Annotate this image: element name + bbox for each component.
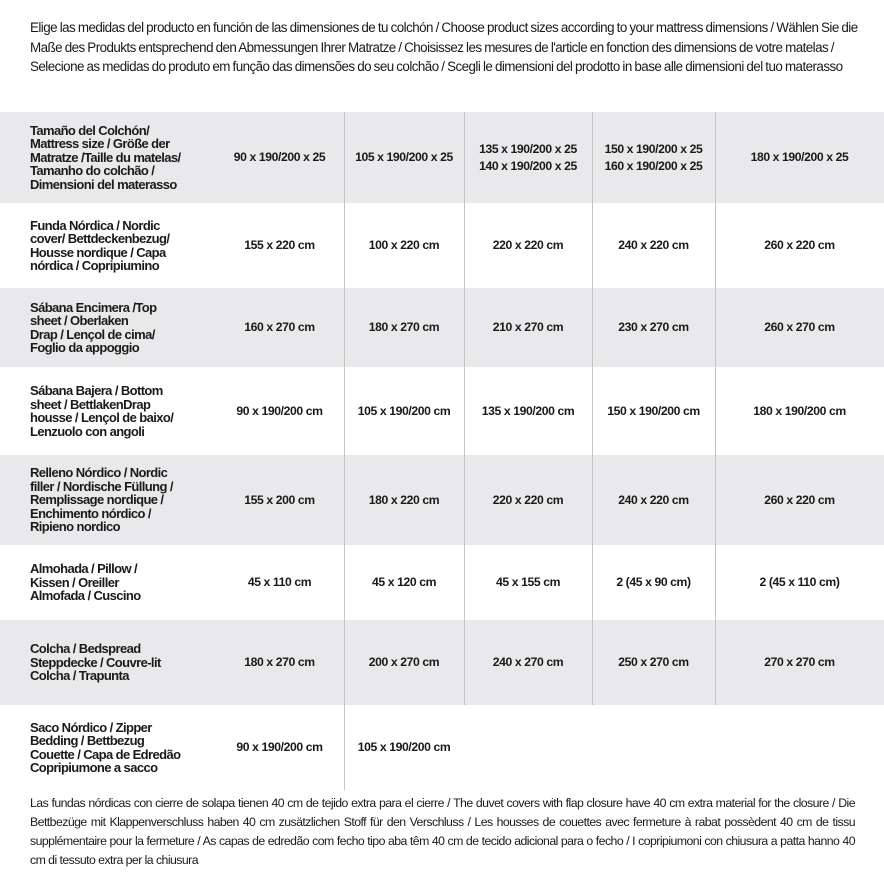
row-label-line: Colcha / Bedspread [30, 641, 141, 657]
table-row: Tamaño del Colchón/Mattress size / Größe… [0, 112, 884, 203]
size-cell: 180 x 220 cm [368, 492, 440, 507]
size-cell: 105 x 190/200 cm [357, 403, 451, 418]
size-cell: 90 x 190/200 cm [236, 740, 323, 754]
row-label-line: Funda Nórdica / Nordic [30, 217, 160, 233]
row-label-line: Ripieno nordico [30, 519, 121, 535]
row-label-line: Couette / Capa de Edredão [30, 746, 181, 762]
size-cell: 2 (45 x 90 cm) [616, 575, 691, 589]
row-label-line: Sábana Encimera /Top [30, 299, 157, 315]
size-cell: 150 x 190/200 cm [607, 403, 700, 418]
size-cell: 160 x 270 cm [244, 320, 315, 334]
row-label-line: housse / Lençol de baixo/ [30, 410, 174, 425]
row-label: Almohada / Pillow / Kissen / Oreiller Almo… [0, 545, 215, 620]
size-cell [592, 705, 715, 790]
size-cell: 240 x 270 cm [492, 655, 564, 669]
size-cell: 155 x 220 cm [244, 238, 315, 252]
size-cell: 100 x 220 cm [368, 238, 440, 252]
table-row: Saco Nórdico / Zipper Bedding / Bettbezug… [0, 705, 884, 790]
row-label-line: Sábana Bajera / Bottom [30, 383, 163, 398]
row-label-line: Copripiumone a sacco [30, 760, 158, 775]
row-label-line: Almofada / Cuscino [30, 588, 141, 604]
size-cell: 45 x 155 cm [495, 575, 561, 589]
row-label-line: sheet / Oberlaken [30, 313, 129, 328]
table-row: Colcha / Bedspread Steppdecke / Couvre-li… [0, 620, 884, 705]
size-cell: 45 x 120 cm [371, 575, 437, 589]
row-label: Saco Nórdico / Zipper Bedding / Bettbezug… [0, 705, 215, 790]
row-label-line: Relleno Nórdico / Nordic [30, 465, 168, 481]
size-cell [464, 705, 592, 790]
row-label-line: Kissen / Oreiller [30, 574, 119, 590]
table-row: Almohada / Pillow / Kissen / Oreiller Almo… [0, 545, 884, 620]
row-label-line: Tamaño del Colchón/ [30, 122, 150, 138]
table-row: Sábana Bajera / Bottom sheet / BettlakenD… [0, 367, 884, 455]
size-table: Tamaño del Colchón/Mattress size / Größe… [0, 112, 884, 790]
row-label: Sábana Encimera /Top sheet / Oberlaken Dra… [0, 288, 215, 367]
size-cell: 150 x 190/200 x 25 160 x 190/200 x 25 [604, 141, 703, 173]
size-cell: 2 (45 x 110 cm) [759, 575, 840, 589]
size-cell: 105 x 190/200 x 25 [355, 150, 453, 164]
row-label: Tamaño del Colchón/Mattress size / Größe… [0, 112, 215, 203]
table-row: Funda Nórdica / Nordic cover/ Bettdeckenb… [0, 203, 884, 288]
size-cell: 155 x 200 cm [244, 492, 315, 507]
size-cell: 90 x 190/200 cm [236, 403, 323, 418]
row-label: Sábana Bajera / Bottom sheet / BettlakenD… [0, 367, 215, 455]
row-label-line: Almohada / Pillow / [30, 561, 138, 577]
row-label-line: Dimensioni del materasso [30, 176, 177, 192]
size-cell: 45 x 110 cm [247, 575, 312, 589]
row-label-line: Remplissage nordique / [30, 492, 164, 508]
intro-text: Elige las medidas del producto en funció… [30, 20, 858, 74]
size-cell [715, 705, 884, 790]
row-label-line: Drap / Lençol de cima/ [30, 326, 155, 342]
size-cell: 135 x 190/200 x 25 140 x 190/200 x 25 [479, 141, 577, 173]
column-divider [715, 112, 716, 705]
size-cell: 200 x 270 cm [368, 655, 440, 669]
row-label-line: Mattress size / Größe der [30, 136, 170, 152]
column-divider [344, 112, 345, 790]
size-cell: 105 x 190/200 cm [357, 740, 451, 754]
row-label-line: Matratze /Taille du matelas/ [30, 149, 181, 165]
row-label-line: Saco Nórdico / Zipper [30, 719, 152, 735]
table-row: Sábana Encimera /Top sheet / Oberlaken Dra… [0, 288, 884, 367]
footer-note: Las fundas nórdicas con cierre de solapa… [30, 796, 856, 867]
row-label-line: cover/ Bettdeckenbezug/ [30, 231, 170, 246]
size-cell: 230 x 270 cm [618, 320, 689, 334]
size-cell: 240 x 220 cm [618, 492, 689, 507]
row-label-line: Housse nordique / Capa [30, 244, 166, 260]
row-label: Colcha / Bedspread Steppdecke / Couvre-li… [0, 620, 215, 705]
row-label-line: Enchimento nórdico / [30, 505, 152, 521]
size-cell: 135 x 190/200 cm [481, 403, 575, 418]
row-label-line: filler / Nordische Füllung / [30, 478, 173, 494]
size-cell: 220 x 220 cm [492, 238, 564, 252]
row-label: Relleno Nórdico / Nordic filler / Nordisc… [0, 455, 215, 545]
row-label-line: nórdica / Copripiumino [30, 258, 160, 273]
size-cell: 260 x 220 cm [764, 238, 835, 252]
size-cell: 210 x 270 cm [492, 320, 564, 334]
row-label: Funda Nórdica / Nordic cover/ Bettdeckenb… [0, 203, 215, 288]
row-label-line: sheet / BettlakenDrap [30, 396, 151, 412]
row-label-line: Bedding / Bettbezug [30, 733, 145, 748]
size-cell: 260 x 270 cm [764, 320, 835, 334]
size-cell: 240 x 220 cm [618, 238, 689, 252]
row-label-line: Steppdecke / Couvre-lit [30, 654, 161, 670]
row-label-line: Lenzuolo con angoli [30, 423, 145, 439]
row-label-line: Colcha / Trapunta [30, 668, 129, 684]
column-divider [592, 112, 593, 705]
size-cell: 250 x 270 cm [618, 655, 689, 669]
size-cell: 270 x 270 cm [764, 655, 835, 669]
table-row: Relleno Nórdico / Nordic filler / Nordisc… [0, 455, 884, 545]
size-cell: 180 x 270 cm [368, 320, 440, 334]
size-cell: 180 x 270 cm [244, 655, 315, 669]
column-divider [464, 112, 465, 705]
size-cell: 220 x 220 cm [492, 492, 564, 507]
row-label-line: Tamanho do colchão / [30, 163, 155, 179]
row-label-line: Foglio da appoggio [30, 340, 140, 355]
size-cell: 180 x 190/200 x 25 [750, 150, 849, 164]
size-cell: 90 x 190/200 x 25 [233, 150, 326, 164]
size-cell: 180 x 190/200 cm [753, 403, 846, 418]
size-cell: 260 x 220 cm [764, 492, 835, 507]
